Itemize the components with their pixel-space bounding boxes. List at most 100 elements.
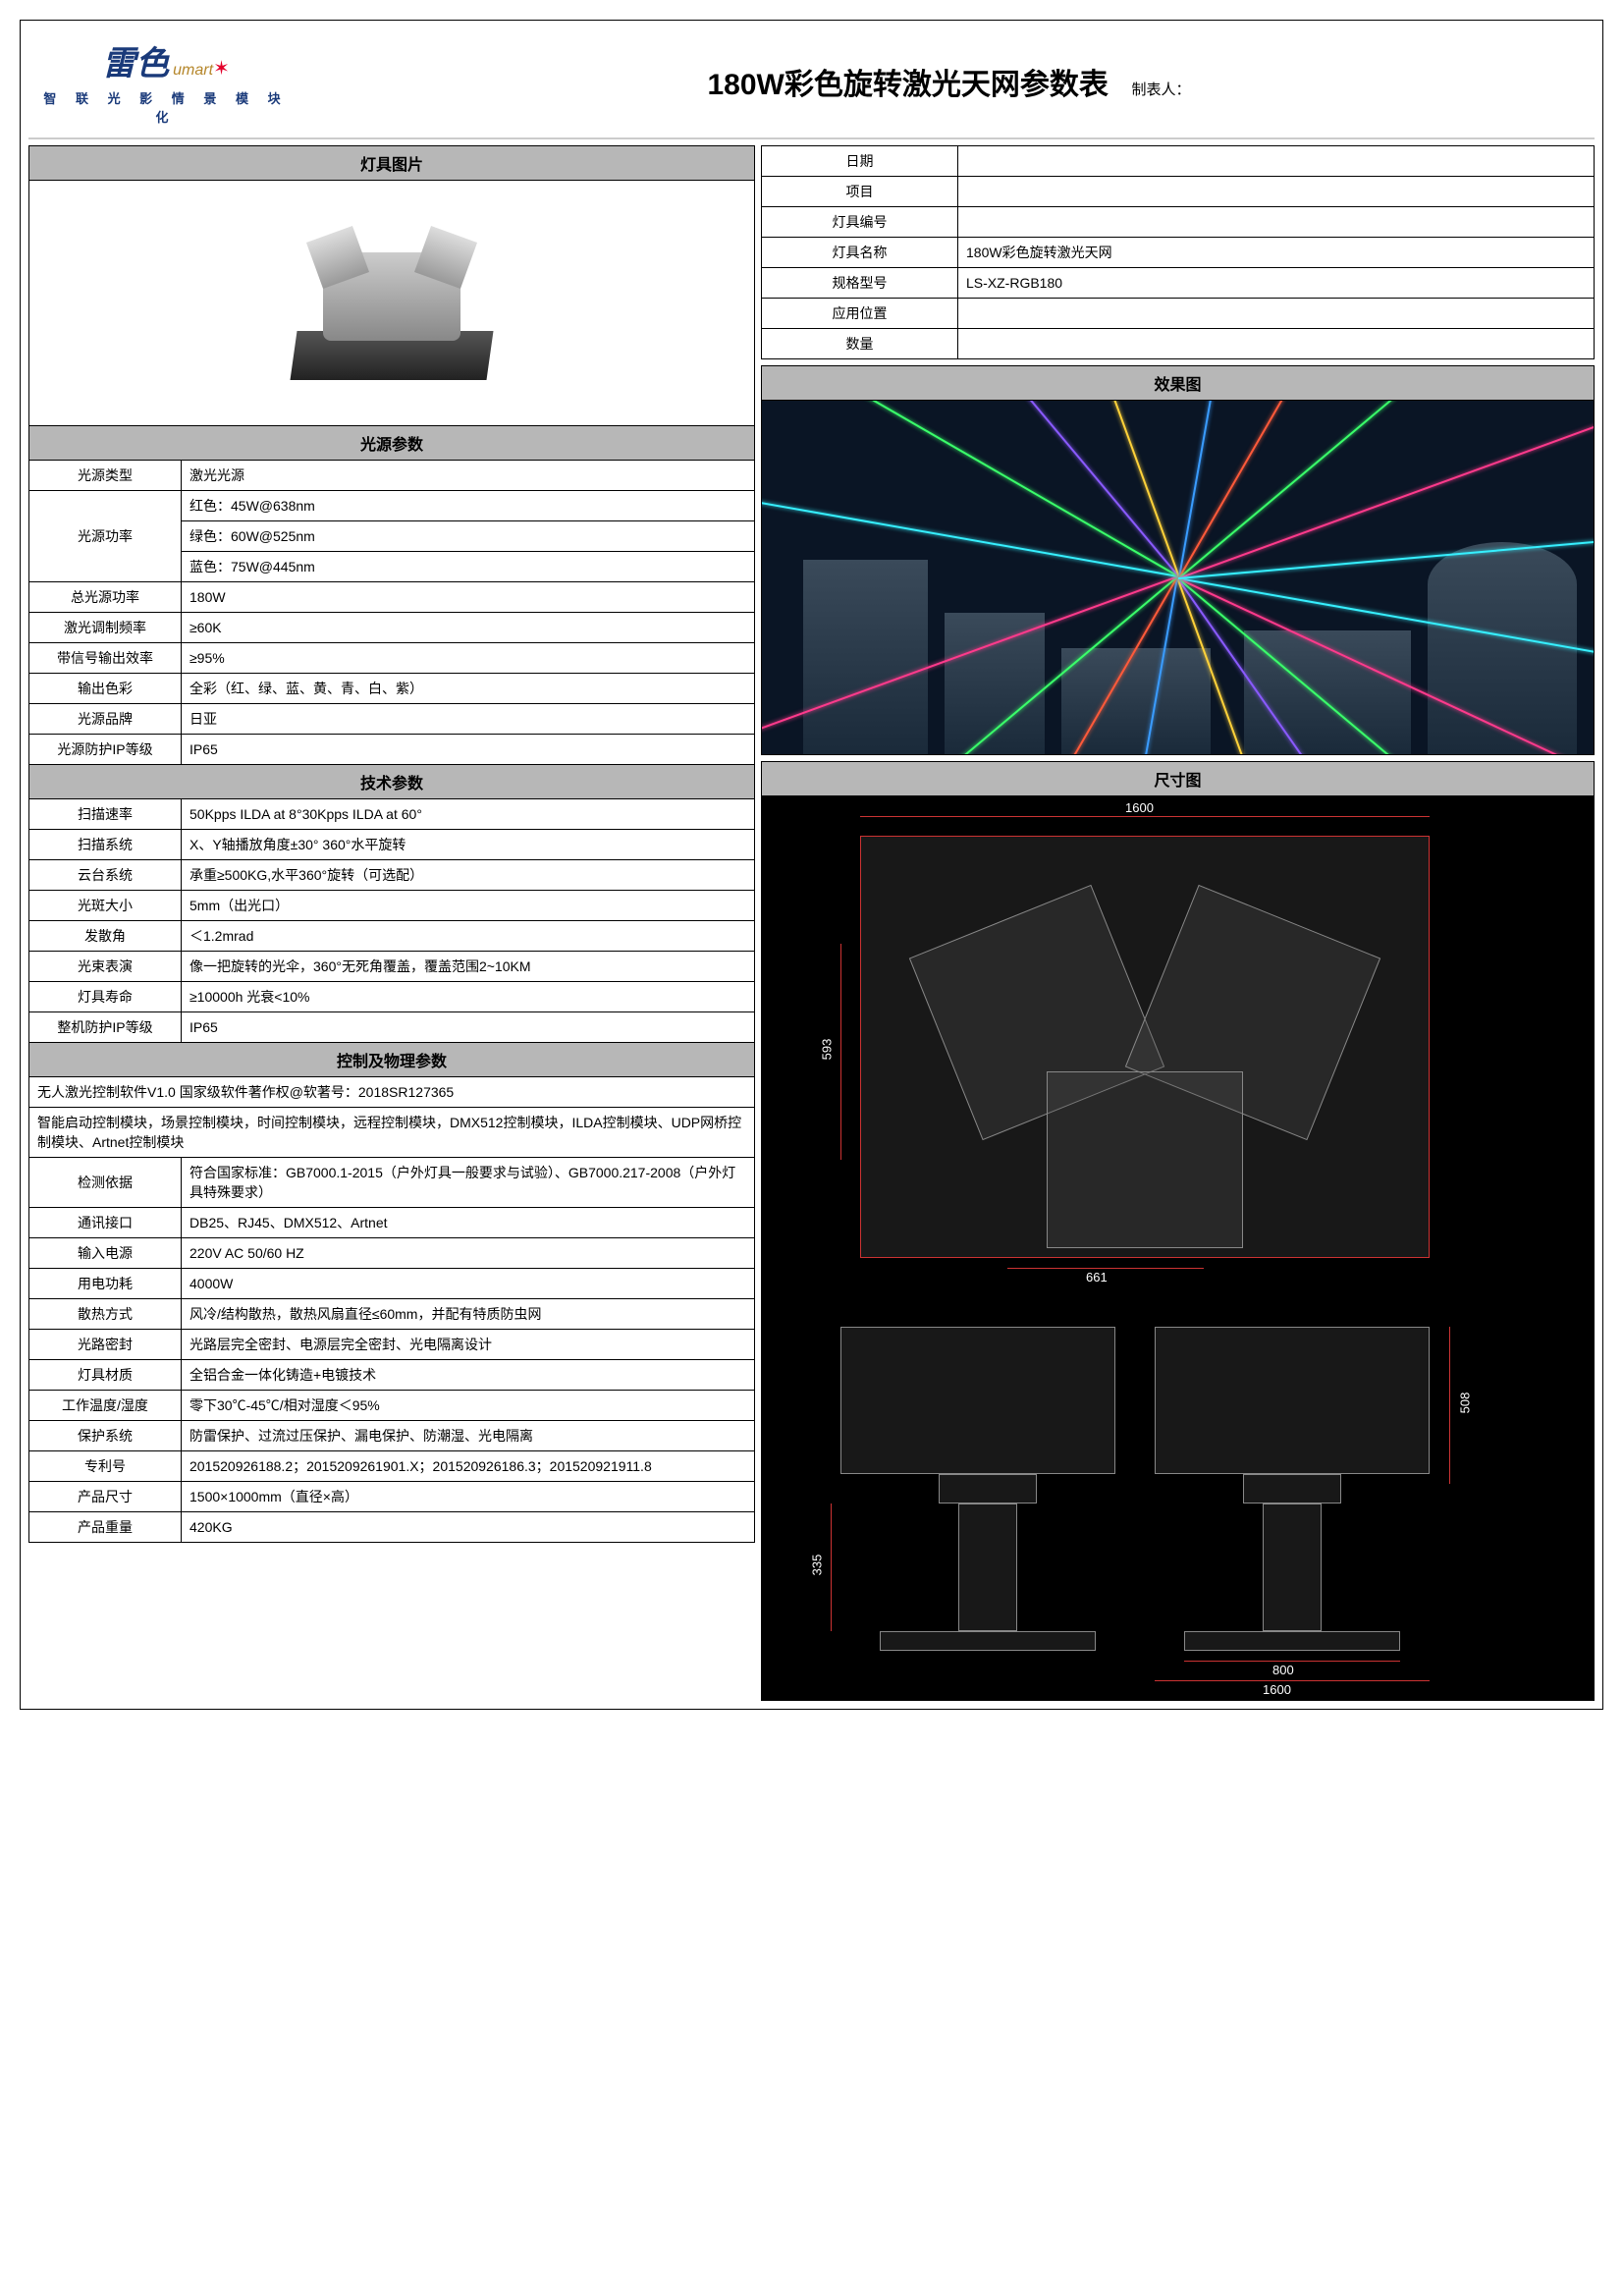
- spec-label: 光源防护IP等级: [29, 735, 182, 765]
- control-fullrow: 智能启动控制模块，场景控制模块，时间控制模块，远程控制模块，DMX512控制模块…: [29, 1108, 755, 1158]
- spec-row: 灯具寿命≥10000h 光衰<10%: [29, 982, 755, 1012]
- spec-label: 整机防护IP等级: [29, 1012, 182, 1043]
- spec-label: 专利号: [29, 1451, 182, 1482]
- info-label: 项目: [762, 177, 958, 207]
- spec-label: 发散角: [29, 921, 182, 952]
- spec-label: 输入电源: [29, 1238, 182, 1269]
- spec-value: X、Y轴播放角度±30° 360°水平旋转: [182, 830, 755, 860]
- info-label: 灯具名称: [762, 238, 958, 268]
- section-effect-header: 效果图: [762, 366, 1595, 401]
- left-column: 灯具图片 光源参数 光源类型激光光源光源功率红色：45W@638nm绿色：60W…: [28, 145, 755, 1701]
- info-value: [958, 299, 1595, 329]
- info-value: LS-XZ-RGB180: [958, 268, 1595, 299]
- spec-row: 散热方式风冷/结构散热，散热风扇直径≤60mm，并配有特质防虫网: [29, 1299, 755, 1330]
- info-label: 日期: [762, 146, 958, 177]
- logo-brand-en: umart: [173, 62, 213, 79]
- spec-row: 光源功率红色：45W@638nm: [29, 491, 755, 521]
- info-label: 数量: [762, 329, 958, 359]
- laser-beam: [762, 401, 1179, 577]
- info-value: [958, 329, 1595, 359]
- preparer-label: 制表人：: [1131, 82, 1190, 98]
- spec-label: 扫描系统: [29, 830, 182, 860]
- spec-label: 通讯接口: [29, 1208, 182, 1238]
- section-control-header: 控制及物理参数: [29, 1043, 755, 1077]
- spec-value: 5mm（出光口）: [182, 891, 755, 921]
- spec-value: 风冷/结构散热，散热风扇直径≤60mm，并配有特质防虫网: [182, 1299, 755, 1330]
- info-row: 日期: [762, 146, 1595, 177]
- spec-row: 输入电源220V AC 50/60 HZ: [29, 1238, 755, 1269]
- spec-value: 绿色：60W@525nm: [182, 521, 755, 552]
- info-value: 180W彩色旋转激光天网: [958, 238, 1595, 268]
- spec-row: 产品重量420KG: [29, 1512, 755, 1543]
- spec-row: 输出色彩全彩（红、绿、蓝、黄、青、白、紫）: [29, 674, 755, 704]
- spec-sheet: 雷色umart✶ 智 联 光 影 情 景 模 块 化 180W彩色旋转激光天网参…: [20, 20, 1603, 1710]
- spec-label: 云台系统: [29, 860, 182, 891]
- spec-label: 保护系统: [29, 1421, 182, 1451]
- spec-row: 光源品牌日亚: [29, 704, 755, 735]
- spec-value: 220V AC 50/60 HZ: [182, 1238, 755, 1269]
- effect-table: 效果图: [761, 365, 1595, 755]
- product-render: [244, 203, 539, 400]
- spec-row: 激光调制频率≥60K: [29, 613, 755, 643]
- effect-render: [762, 401, 1594, 754]
- spec-row: 光源类型激光光源: [29, 461, 755, 491]
- effect-cell: [762, 401, 1595, 755]
- spec-row: 专利号201520926188.2；2015209261901.X；201520…: [29, 1451, 755, 1482]
- spec-value: 420KG: [182, 1512, 755, 1543]
- control-fullrow: 无人激光控制软件V1.0 国家级软件著作权@软著号：2018SR127365: [29, 1077, 755, 1108]
- info-row: 灯具名称180W彩色旋转激光天网: [762, 238, 1595, 268]
- spec-value: 激光光源: [182, 461, 755, 491]
- dim-render: 1600 593 661: [762, 796, 1594, 1700]
- spec-row: 检测依据符合国家标准：GB7000.1-2015（户外灯具一般要求与试验）、GB…: [29, 1158, 755, 1208]
- product-image-cell: [29, 181, 755, 426]
- spec-value: IP65: [182, 1012, 755, 1043]
- spec-value: ≥95%: [182, 643, 755, 674]
- title-block: 180W彩色旋转激光天网参数表 制表人：: [303, 60, 1595, 103]
- spec-row: 产品尺寸1500×1000mm（直径×高）: [29, 1482, 755, 1512]
- dim-w-inner: 661: [1086, 1270, 1108, 1285]
- spec-value: 201520926188.2；2015209261901.X；201520926…: [182, 1451, 755, 1482]
- info-value: [958, 207, 1595, 238]
- left-tables: 灯具图片 光源参数 光源类型激光光源光源功率红色：45W@638nm绿色：60W…: [28, 145, 755, 1543]
- spec-row: 带信号输出效率≥95%: [29, 643, 755, 674]
- info-row: 规格型号LS-XZ-RGB180: [762, 268, 1595, 299]
- spec-label: 灯具寿命: [29, 982, 182, 1012]
- dim-w-bottom2: 1600: [1263, 1682, 1291, 1697]
- dim-w-bottom: 800: [1272, 1663, 1294, 1677]
- spec-label: 激光调制频率: [29, 613, 182, 643]
- dimension-table: 尺寸图 1600 593 661: [761, 761, 1595, 1701]
- spec-label: 工作温度/湿度: [29, 1391, 182, 1421]
- logo-tagline: 智 联 光 影 情 景 模 块 化: [28, 88, 303, 126]
- spec-label: 扫描速率: [29, 799, 182, 830]
- spec-row: 光束表演像一把旋转的光伞，360°无死角覆盖，覆盖范围2~10KM: [29, 952, 755, 982]
- spec-value: 符合国家标准：GB7000.1-2015（户外灯具一般要求与试验）、GB7000…: [182, 1158, 755, 1208]
- spec-label: 灯具材质: [29, 1360, 182, 1391]
- spec-value: 光路层完全密封、电源层完全密封、光电隔离设计: [182, 1330, 755, 1360]
- right-column: 日期项目灯具编号灯具名称180W彩色旋转激光天网规格型号LS-XZ-RGB180…: [761, 145, 1595, 1701]
- spec-label: 光源功率: [29, 491, 182, 582]
- spec-row: 扫描速率50Kpps ILDA at 8°30Kpps ILDA at 60°: [29, 799, 755, 830]
- spec-row: 总光源功率180W: [29, 582, 755, 613]
- spec-label: 产品尺寸: [29, 1482, 182, 1512]
- spec-label: 散热方式: [29, 1299, 182, 1330]
- spec-row: 发散角＜1.2mrad: [29, 921, 755, 952]
- spec-value: 承重≥500KG,水平360°旋转（可选配）: [182, 860, 755, 891]
- spec-value: 零下30℃-45℃/相对湿度＜95%: [182, 1391, 755, 1421]
- spec-label: 光源品牌: [29, 704, 182, 735]
- spec-value: 蓝色：75W@445nm: [182, 552, 755, 582]
- spec-value: ≥60K: [182, 613, 755, 643]
- spec-label: 光路密封: [29, 1330, 182, 1360]
- spec-value: 全铝合金一体化铸造+电镀技术: [182, 1360, 755, 1391]
- content: 灯具图片 光源参数 光源类型激光光源光源功率红色：45W@638nm绿色：60W…: [28, 145, 1595, 1701]
- spec-value: 日亚: [182, 704, 755, 735]
- spec-value: 全彩（红、绿、蓝、黄、青、白、紫）: [182, 674, 755, 704]
- logo-star-icon: ✶: [213, 58, 230, 80]
- spec-label: 检测依据: [29, 1158, 182, 1208]
- dim-h2: 335: [809, 1555, 824, 1576]
- logo: 雷色umart✶ 智 联 光 影 情 景 模 块 化: [28, 36, 303, 126]
- spec-row: 用电功耗4000W: [29, 1269, 755, 1299]
- spec-value: 像一把旋转的光伞，360°无死角覆盖，覆盖范围2~10KM: [182, 952, 755, 982]
- info-label: 规格型号: [762, 268, 958, 299]
- spec-value: 180W: [182, 582, 755, 613]
- info-row: 应用位置: [762, 299, 1595, 329]
